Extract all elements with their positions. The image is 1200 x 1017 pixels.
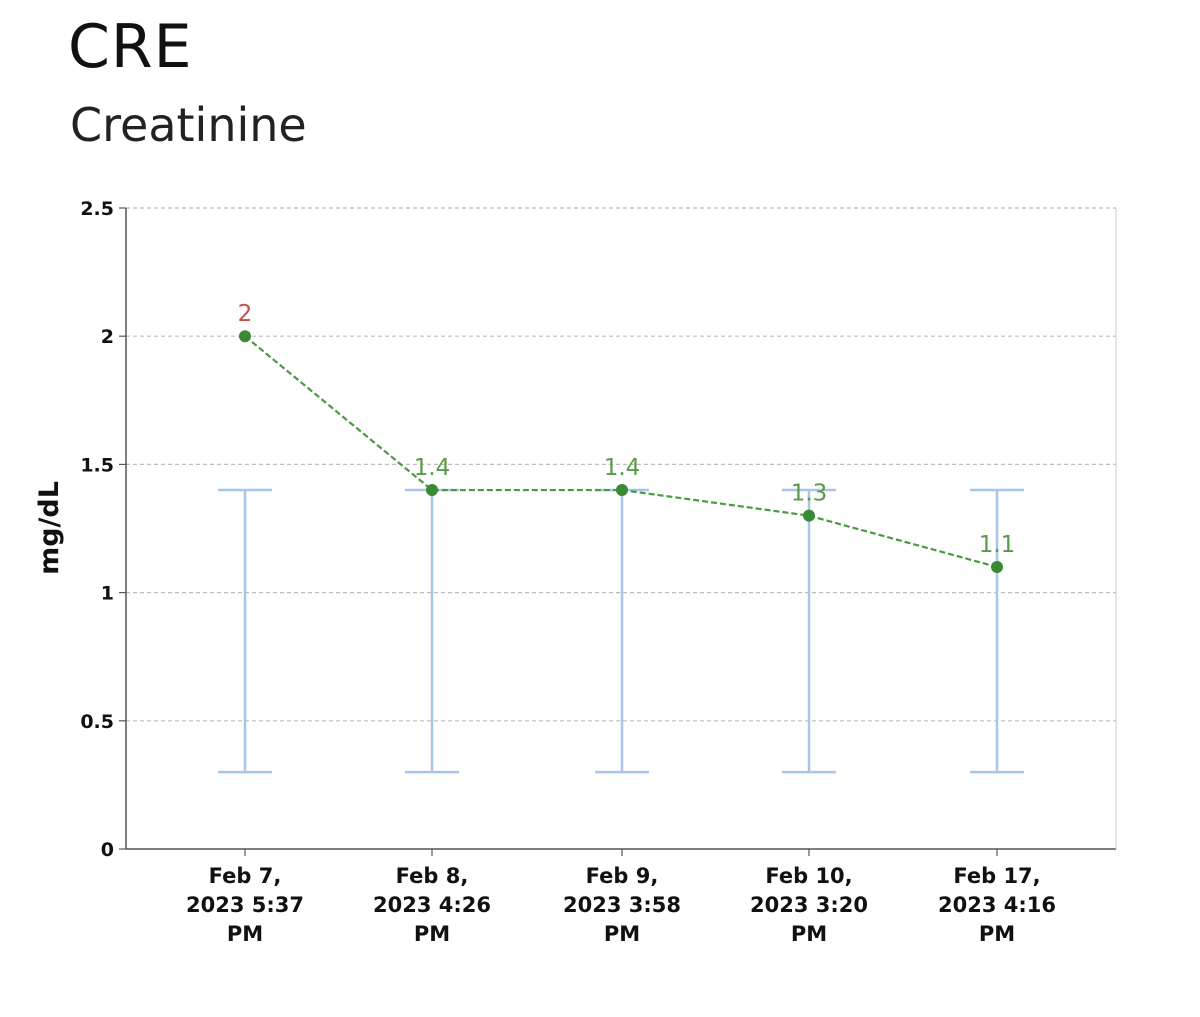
- y-tick-label: 0.5: [80, 711, 114, 733]
- x-tick-label: Feb 10, 2023 3:20 PM: [750, 864, 868, 946]
- data-point: [616, 484, 628, 497]
- x-tick-label: Feb 9, 2023 3:58 PM: [563, 864, 681, 946]
- page-title: CRE: [68, 12, 193, 82]
- y-tick-label: 0: [101, 839, 114, 861]
- x-tick-label: Feb 7, 2023 5:37 PM: [186, 864, 304, 946]
- data-label: 2: [238, 301, 253, 327]
- data-point: [803, 509, 815, 522]
- y-tick-label: 2.5: [80, 198, 114, 220]
- data-label: 1.3: [791, 481, 828, 507]
- x-tick-label: Feb 8, 2023 4:26 PM: [373, 864, 491, 946]
- data-point: [991, 560, 1003, 573]
- data-point: [426, 484, 438, 497]
- data-label: 1.4: [604, 455, 641, 481]
- y-tick-label: 2: [101, 326, 114, 348]
- data-label: 1.1: [979, 532, 1016, 558]
- y-tick-label: 1.5: [80, 454, 114, 476]
- x-tick-label: Feb 17, 2023 4:16 PM: [938, 864, 1056, 946]
- data-label: 1.4: [414, 455, 451, 481]
- page-subtitle: Creatinine: [70, 98, 307, 152]
- y-tick-label: 1: [101, 583, 114, 605]
- data-point: [239, 330, 251, 343]
- y-axis-label: mg/dL: [34, 481, 65, 575]
